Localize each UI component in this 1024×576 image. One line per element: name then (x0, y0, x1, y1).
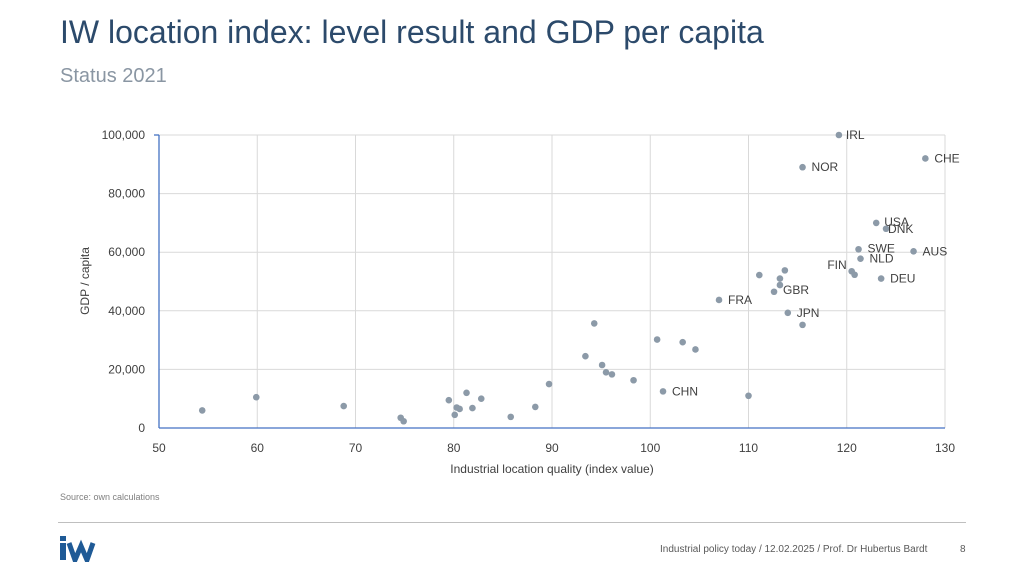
point-label-usa: USA (884, 215, 909, 229)
tick-labels: 50 60 70 80 90 100 110 120 130 0 20,000 40,000 60,00… (102, 128, 956, 455)
chart-axes (154, 134, 945, 429)
point-label-jpn: JPN (797, 306, 820, 320)
point-label-aus: AUS (923, 244, 948, 258)
point-label-nor: NOR (812, 160, 839, 174)
x-tick-label: 100 (640, 441, 660, 455)
data-point (602, 369, 610, 376)
data-point (781, 267, 789, 274)
data-point (340, 402, 348, 410)
page-subtitle: Status 2021 (60, 65, 167, 87)
x-tick-label: 70 (349, 441, 363, 455)
data-point (590, 320, 598, 327)
data-point-jpn (784, 309, 792, 317)
x-tick-label: 60 (251, 441, 265, 455)
y-tick-label: 0 (138, 421, 145, 435)
data-point-fin (848, 267, 855, 275)
data-point (507, 413, 515, 421)
data-point-gbr (770, 288, 778, 296)
grid-lines (159, 134, 946, 428)
data-point (456, 405, 463, 413)
data-point (198, 407, 206, 414)
point-label-chn: CHN (672, 384, 698, 398)
data-point (608, 371, 616, 378)
data-point-usa (872, 219, 880, 227)
data-point (799, 321, 806, 329)
y-tick-label: 40,000 (108, 304, 145, 318)
x-tick-label: 90 (545, 441, 559, 455)
data-point (756, 271, 763, 279)
point-label-nld: NLD (870, 252, 894, 266)
data-point-irl (835, 131, 843, 139)
point-label-irl: IRL (846, 128, 865, 142)
data-point-swe (855, 245, 862, 253)
y-tick-label: 60,000 (108, 245, 145, 259)
x-tick-label: 130 (935, 441, 955, 455)
point-label-deu: DEU (890, 272, 915, 286)
x-tick-label: 50 (152, 441, 166, 455)
y-tick-label: 100,000 (102, 128, 146, 142)
data-point (531, 403, 539, 411)
data-point (598, 361, 606, 369)
y-tick-label: 20,000 (108, 362, 145, 376)
data-point (630, 376, 637, 384)
data-point (469, 404, 476, 412)
point-label-swe: SWE (868, 241, 895, 255)
point-label-che: CHE (934, 151, 959, 165)
data-point (582, 352, 589, 360)
data-point-che (922, 155, 929, 162)
y-axis-label: GDP / capita (78, 247, 92, 315)
data-point (545, 380, 553, 388)
page-title: IW location index: level result and GDP … (60, 14, 764, 50)
data-point (252, 393, 260, 401)
data-point (477, 395, 485, 403)
point-label-gbr: GBR (783, 283, 809, 297)
data-point (679, 338, 686, 346)
footer-divider (58, 522, 966, 523)
data-point (451, 411, 459, 419)
x-tick-label: 120 (837, 441, 857, 455)
data-point (776, 281, 784, 289)
y-tick-label: 80,000 (108, 187, 145, 201)
data-point-aus (910, 248, 917, 255)
scatter-chart: 50 60 70 80 90 100 110 120 130 0 20,000 40,000 60,00… (78, 128, 960, 476)
point-label-dnk: DNK (888, 222, 913, 236)
x-axis-label: Industrial location quality (index value… (450, 462, 653, 476)
data-point (776, 275, 784, 282)
x-tick-label: 80 (447, 441, 461, 455)
data-point-fra (715, 296, 723, 304)
iw-logo (60, 536, 96, 562)
data-points (198, 131, 929, 425)
source-note: Source: own calculations (60, 492, 160, 502)
data-point-nor (799, 163, 806, 171)
data-point-nld (857, 255, 864, 262)
data-point-dnk (882, 225, 890, 233)
footer-text: Industrial policy today / 12.02.2025 / P… (660, 544, 928, 555)
data-point (445, 396, 453, 404)
data-point (692, 346, 699, 353)
x-tick-label: 110 (739, 441, 758, 455)
page-number: 8 (960, 544, 966, 555)
data-point (653, 336, 661, 343)
point-label-fin: FIN (827, 258, 846, 272)
data-point-deu (877, 275, 885, 282)
data-point (463, 389, 470, 397)
data-point (400, 417, 407, 425)
data-point-chn (659, 388, 667, 395)
point-label-fra: FRA (728, 293, 752, 307)
data-point (745, 392, 752, 400)
